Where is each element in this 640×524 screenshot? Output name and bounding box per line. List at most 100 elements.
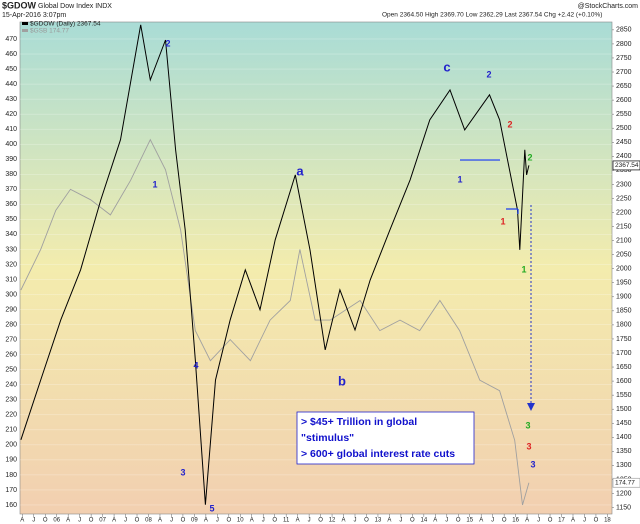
x-tick-label: 17 — [558, 518, 565, 524]
y2-tick-label: 2850 — [616, 27, 632, 34]
arrow-head — [527, 403, 535, 411]
y2-tick-label: 2750 — [616, 55, 632, 62]
y-tick-label: 400 — [5, 141, 17, 148]
series-line — [20, 138, 530, 506]
x-tick-label: 18 — [604, 518, 611, 524]
x-tick-label: O — [456, 518, 461, 524]
y2-tick-label: 1900 — [616, 294, 632, 301]
x-tick-label: A — [571, 518, 575, 524]
y2-tick-label: 1500 — [616, 406, 632, 413]
y2-tick-label: 2500 — [616, 125, 632, 132]
note-box — [296, 411, 475, 465]
chart-title: $GDOW — [2, 0, 37, 10]
last-value-label: 2367.54 — [615, 162, 639, 169]
y2-tick-label: 2800 — [616, 41, 632, 48]
x-tick-label: O — [364, 518, 369, 524]
y-tick-label: 390 — [5, 156, 17, 163]
y-tick-label: 270 — [5, 336, 17, 343]
y-tick-label: 470 — [5, 36, 17, 43]
note-line: > $45+ Trillion in global — [301, 416, 417, 428]
y-tick-label: 410 — [5, 126, 17, 133]
y-tick-label: 280 — [5, 321, 17, 328]
x-tick-label: O — [89, 518, 94, 524]
quote: Open 2364.50 High 2369.70 Low 2362.29 La… — [382, 12, 602, 19]
last-value-box — [612, 160, 640, 171]
y2-tick-label: 1600 — [616, 378, 632, 385]
y-tick-label: 320 — [5, 261, 17, 268]
y-tick-label: 220 — [5, 412, 17, 419]
y2-tick-label: 2650 — [616, 83, 632, 90]
y-tick-label: 260 — [5, 352, 17, 359]
x-tick-label: A — [204, 518, 208, 524]
x-tick-label: J — [399, 518, 402, 524]
x-tick-label: J — [170, 518, 173, 524]
y-tick-label: 380 — [5, 171, 17, 178]
y-tick-label: 190 — [5, 457, 17, 464]
x-tick-label: J — [583, 518, 586, 524]
wave-label: 1 — [457, 174, 462, 184]
x-tick-label: J — [491, 518, 494, 524]
y2-tick-label: 2250 — [616, 195, 632, 202]
note-line: "stimulus" — [301, 432, 354, 444]
y2-tick-label: 2700 — [616, 69, 632, 76]
x-tick-label: A — [250, 518, 254, 524]
y2-tick-label: 2300 — [616, 181, 632, 188]
y-tick-label: 170 — [5, 487, 17, 494]
wave-label: 3 — [526, 441, 531, 451]
x-tick-label: J — [354, 518, 357, 524]
y2-tick-label: 2400 — [616, 153, 632, 160]
wave-label: a — [296, 163, 304, 178]
wave-label: 4 — [193, 360, 198, 370]
y-tick-label: 310 — [5, 276, 17, 283]
legend-label: $GSB 174.77 — [30, 28, 69, 35]
y2-tick-label: 1400 — [616, 434, 632, 441]
x-tick-label: A — [433, 518, 437, 524]
x-tick-label: A — [20, 518, 24, 524]
y2-tick-label: 2450 — [616, 139, 632, 146]
wave-label: 2 — [165, 38, 170, 48]
y2-tick-label: 1550 — [616, 392, 632, 399]
last-value-box — [612, 477, 640, 488]
x-tick-label: 09 — [191, 518, 198, 524]
y2-tick-label: 2000 — [616, 266, 632, 273]
y-tick-label: 430 — [5, 96, 17, 103]
y2-tick-label: 1350 — [616, 448, 632, 455]
x-tick-label: 14 — [421, 518, 428, 524]
x-tick-label: A — [479, 518, 483, 524]
y-tick-label: 210 — [5, 427, 17, 434]
x-tick-label: J — [216, 518, 219, 524]
x-tick-label: 12 — [329, 518, 336, 524]
y-tick-label: 330 — [5, 246, 17, 253]
x-tick-label: J — [445, 518, 448, 524]
x-tick-label: J — [308, 518, 311, 524]
y2-tick-label: 1200 — [616, 490, 632, 497]
y-tick-label: 370 — [5, 186, 17, 193]
wave-label: c — [443, 59, 450, 74]
x-tick-label: O — [502, 518, 507, 524]
wave-label: 1 — [521, 264, 526, 274]
x-tick-label: O — [181, 518, 186, 524]
x-tick-label: A — [525, 518, 529, 524]
source: @StockCharts.com — [578, 3, 639, 10]
x-tick-label: A — [112, 518, 116, 524]
wave-label: 3 — [180, 467, 185, 477]
y2-tick-label: 1650 — [616, 364, 632, 371]
y2-tick-label: 2350 — [616, 167, 632, 174]
y2-tick-label: 1150 — [616, 504, 631, 511]
y2-tick-label: 2550 — [616, 111, 632, 118]
x-tick-label: O — [318, 518, 323, 524]
wave-label: 1 — [500, 216, 505, 226]
y-tick-label: 160 — [5, 502, 17, 509]
last-value-label: 174.77 — [615, 479, 635, 486]
x-tick-label: O — [272, 518, 277, 524]
x-tick-label: 16 — [512, 518, 519, 524]
chart-subtitle: Global Dow Index INDX — [38, 3, 112, 10]
y-tick-label: 350 — [5, 216, 17, 223]
y2-tick-label: 2050 — [616, 251, 632, 258]
series-line — [20, 24, 530, 505]
y-tick-label: 460 — [5, 51, 17, 58]
x-tick-label: A — [387, 518, 391, 524]
x-tick-label: 08 — [145, 518, 152, 524]
wave-label: 3 — [530, 459, 535, 469]
